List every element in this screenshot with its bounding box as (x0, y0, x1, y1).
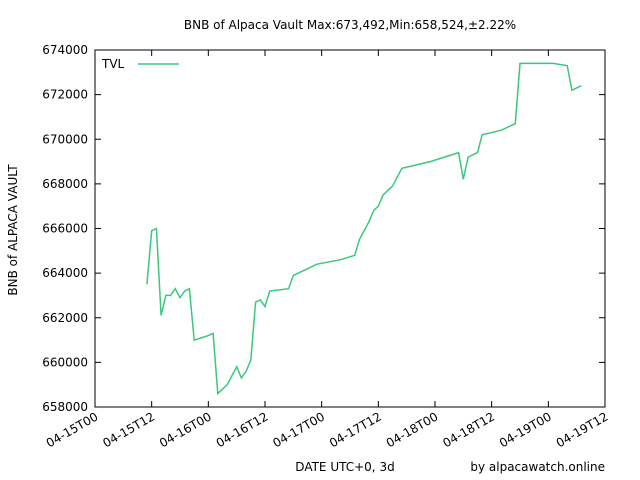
y-tick-label: 662000 (42, 311, 88, 325)
y-tick-label: 666000 (42, 222, 88, 236)
annotation: by alpacawatch.online (470, 460, 605, 474)
y-tick-label: 672000 (42, 88, 88, 102)
y-tick-label: 664000 (42, 266, 88, 280)
y-tick-label: 670000 (42, 132, 88, 146)
y-tick-label: 674000 (42, 43, 88, 57)
y-tick-label: 658000 (42, 400, 88, 414)
y-tick-label: 668000 (42, 177, 88, 191)
series-line (146, 62, 582, 396)
x-axis-label: DATE UTC+0, 3d (295, 460, 394, 474)
y-axis-label: BNB of ALPACA VAULT (6, 164, 20, 296)
chart-title: BNB of Alpaca Vault Max:673,492,Min:658,… (184, 18, 516, 32)
legend-label: TVL (101, 57, 125, 71)
y-tick-label: 660000 (42, 355, 88, 369)
